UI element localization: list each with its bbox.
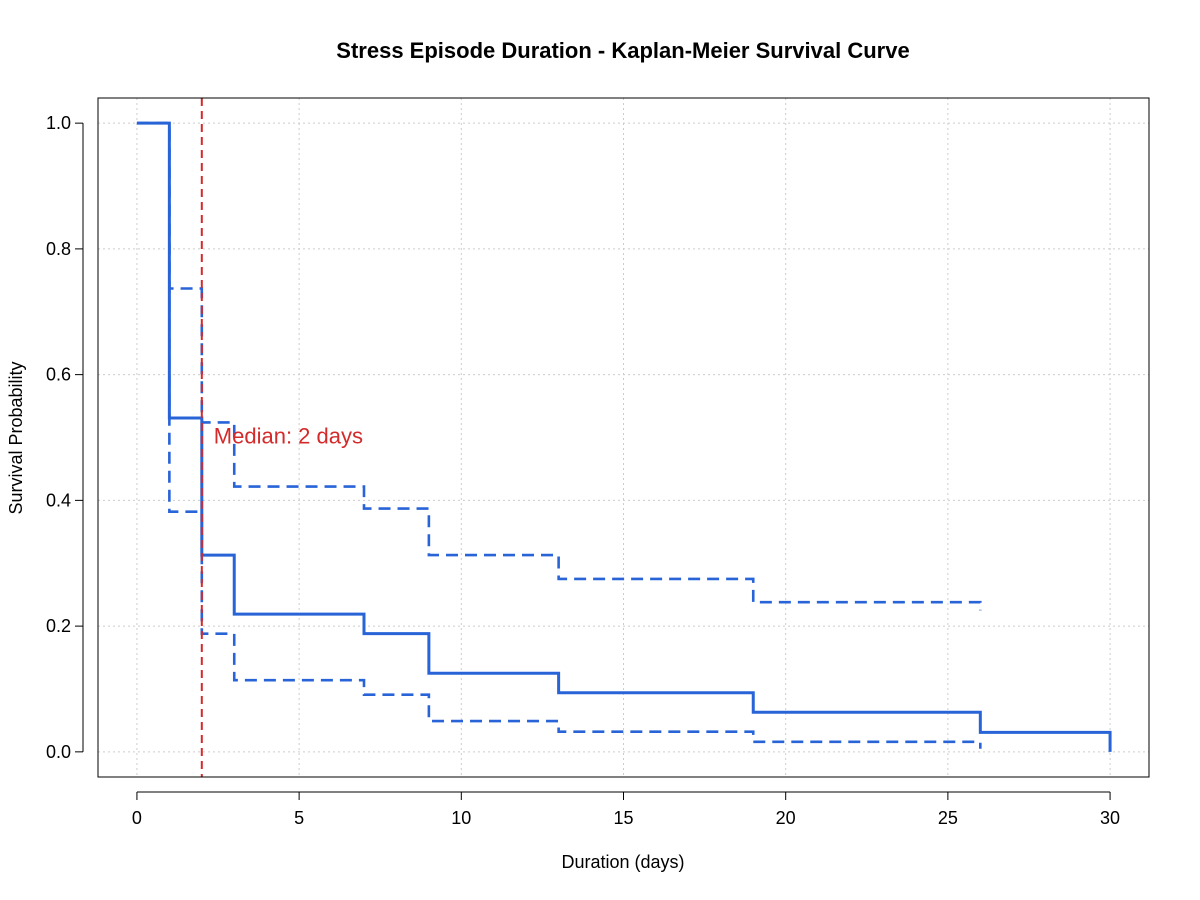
estimate-curve [136, 121, 1112, 752]
x-tick-label-5: 25 [938, 808, 958, 828]
x-tick-label-4: 20 [776, 808, 796, 828]
upper-ci-curve [136, 121, 982, 611]
median-label: Median: 2 days [214, 424, 363, 449]
x-tick-label-1: 5 [294, 808, 304, 828]
y-tick-label-4: 0.8 [46, 239, 71, 259]
y-tick-label-2: 0.4 [46, 490, 71, 510]
x-axis-label: Duration (days) [561, 852, 684, 872]
y-tick-label-5: 1.0 [46, 113, 71, 133]
y-tick-label-0: 0.0 [46, 742, 71, 762]
y-tick-label-1: 0.2 [46, 616, 71, 636]
x-tick-label-2: 10 [451, 808, 471, 828]
y-tick-label-3: 0.6 [46, 365, 71, 385]
y-axis-label: Survival Probability [6, 361, 26, 514]
x-tick-label-3: 15 [613, 808, 633, 828]
axes-layer: 0 5 10 15 20 25 30 0.0 0.2 0.4 0.6 0.8 1.0 [46, 113, 1120, 828]
series-layer [136, 121, 1112, 752]
x-tick-label-6: 30 [1100, 808, 1120, 828]
plot-frame [97, 97, 1150, 778]
lower-ci-curve [136, 121, 982, 749]
grid-layer [98, 98, 1149, 777]
chart-title: Stress Episode Duration - Kaplan-Meier S… [336, 38, 909, 63]
x-tick-label-0: 0 [132, 808, 142, 828]
